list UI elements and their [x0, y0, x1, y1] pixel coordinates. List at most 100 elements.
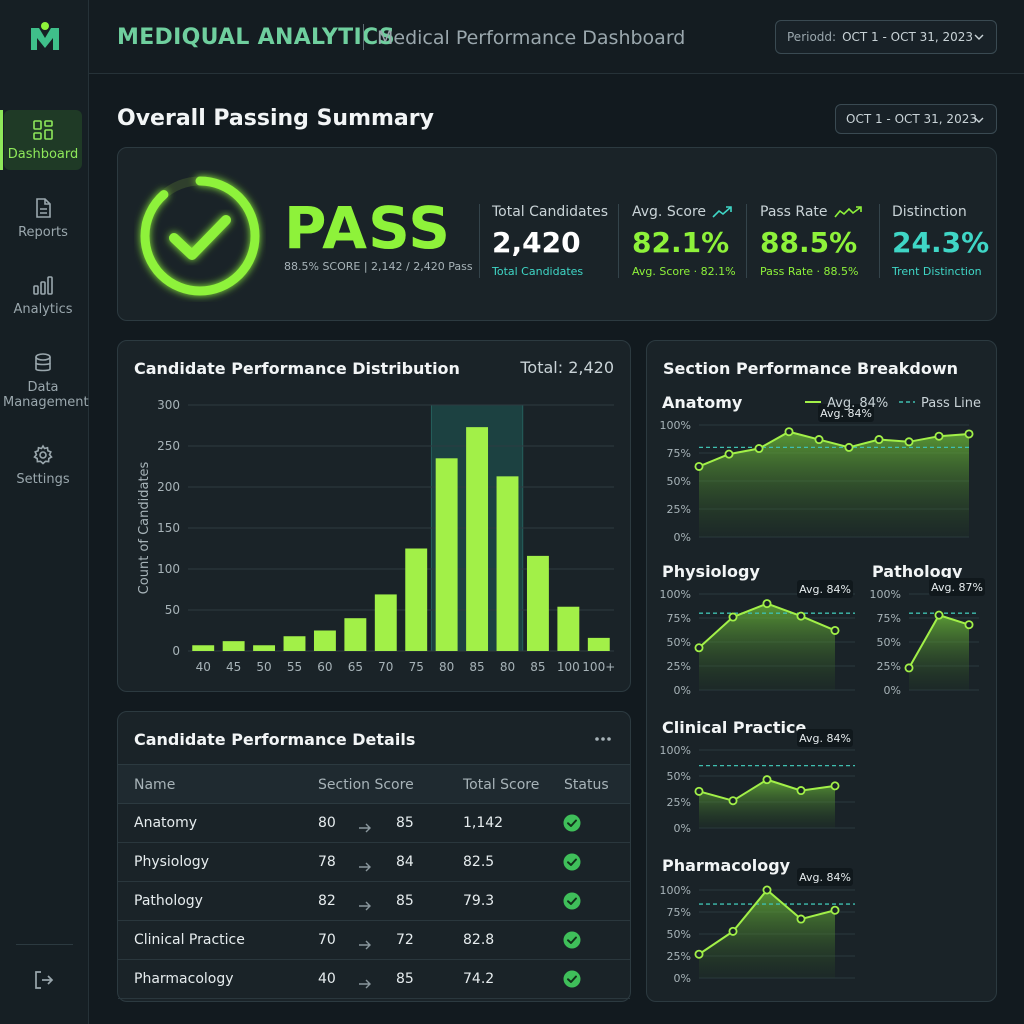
series-area	[699, 431, 969, 537]
table-row[interactable]: Pathology 82 85 79.3	[118, 882, 630, 921]
stat-foot: Total Candidates	[492, 265, 584, 278]
breakdown-charts: Anatomy 100% 75% 50% 25% 0% Avg. 84% Physiology…	[660, 393, 985, 985]
x-tick-label: 75	[409, 660, 424, 674]
row-score-to: 84	[396, 854, 414, 870]
table-row[interactable]: Physiology 78 84 82.5	[118, 843, 630, 882]
data-point	[964, 620, 974, 630]
bar	[526, 555, 549, 651]
annotation-tag	[797, 729, 853, 747]
y-tick-label: 50	[165, 603, 180, 617]
y-tick-label: 50%	[667, 475, 691, 488]
series-area	[699, 779, 835, 828]
row-score-from: 70	[318, 932, 336, 948]
table-row[interactable]: Pharmacology 40 85 74.2	[118, 960, 630, 999]
row-total-score: 1,142	[463, 815, 504, 831]
sidebar-item-analytics[interactable]: Analytics	[4, 265, 82, 325]
row-score-from: 82	[318, 893, 336, 909]
data-point	[694, 949, 704, 959]
data-point	[762, 775, 772, 785]
sidebar-item-data-management[interactable]: Data Management	[3, 348, 89, 414]
pass-ring-progress	[140, 176, 260, 296]
data-point	[694, 461, 704, 471]
section-chart-title: Anatomy	[662, 393, 743, 412]
stat-foot: Pass Rate · 88.5%	[760, 265, 859, 278]
row-score-to: 85	[396, 893, 414, 909]
legend-label: Pass Line	[921, 396, 981, 411]
date-range-select[interactable]: OCT 1 - OCT 31, 2023	[835, 104, 997, 134]
legend-label: Avg. 84%	[827, 396, 888, 411]
data-point	[728, 612, 738, 622]
table-row[interactable]: Clinical Practice 70 72 82.8	[118, 921, 630, 960]
stat-value: 24.3%	[892, 226, 990, 259]
data-point	[796, 786, 806, 796]
y-tick-label: 250	[157, 439, 180, 453]
check-icon	[563, 853, 581, 871]
y-tick-label: 75%	[667, 612, 691, 625]
x-tick-label: 100+	[582, 660, 615, 674]
bar	[313, 630, 336, 651]
header: MEDIQUAL ANALYTICS Medical Performance D…	[89, 0, 1024, 74]
sidebar-item-settings[interactable]: Settings	[4, 435, 82, 495]
y-tick-label: 200	[157, 480, 180, 494]
x-tick-label: 65	[348, 660, 363, 674]
dashboard-icon	[33, 119, 53, 140]
bar	[557, 606, 580, 651]
data-point	[728, 926, 738, 936]
sidebar-item-label: Reports	[18, 224, 68, 240]
stat-divider	[618, 204, 619, 278]
check-icon	[563, 970, 581, 988]
y-tick-label: 0%	[884, 684, 901, 697]
gear-icon	[33, 443, 53, 465]
bar	[283, 636, 306, 651]
section-chart-title: Pathology	[872, 562, 963, 581]
breakdown-card: Section Performance Breakdown Anatomy 100…	[646, 340, 997, 1002]
more-options-icon[interactable]	[594, 736, 612, 742]
column-header-section-score[interactable]: Section Score	[318, 777, 414, 793]
column-header-name[interactable]: Name	[134, 777, 176, 793]
data-point	[762, 885, 772, 895]
data-point	[694, 643, 704, 653]
y-tick-label: 25%	[667, 503, 691, 516]
bar	[192, 645, 215, 651]
table-row[interactable]: Anatomy 80 85 1,142	[118, 804, 630, 843]
section-title: Overall Passing Summary	[117, 106, 434, 131]
annotation-tag	[929, 578, 985, 596]
stat-value: 88.5%	[760, 226, 858, 259]
pass-status: PASS	[284, 194, 452, 262]
row-score-from: 78	[318, 854, 336, 870]
data-point	[934, 431, 944, 441]
arrow-right-icon	[358, 818, 372, 833]
column-header-status[interactable]: Status	[564, 777, 609, 793]
logout-icon[interactable]	[32, 968, 56, 992]
y-tick-label: 75%	[877, 612, 901, 625]
page-subtitle: Medical Performance Dashboard	[377, 27, 686, 49]
check-icon	[169, 215, 231, 260]
y-tick-label: 0%	[674, 822, 691, 835]
series-line	[698, 430, 970, 468]
stat-label: Avg. Score	[632, 204, 707, 220]
period-select[interactable]: Periodd: OCT 1 - OCT 31, 2023	[775, 20, 997, 54]
distribution-total: Total: 2,420	[520, 358, 614, 377]
bar	[435, 458, 458, 651]
sidebar-item-reports[interactable]: Reports	[4, 188, 82, 248]
logo-icon	[31, 22, 59, 50]
trend-up-icon	[712, 206, 732, 218]
y-tick-label: 100%	[660, 419, 691, 432]
y-tick-label: 0%	[674, 684, 691, 697]
column-header-total-score[interactable]: Total Score	[463, 777, 540, 793]
x-tick-label: 70	[378, 660, 393, 674]
sidebar-item-dashboard[interactable]: Dashboard	[0, 110, 82, 170]
data-point	[844, 442, 854, 452]
bar	[496, 476, 519, 651]
chevron-down-icon	[974, 117, 984, 123]
data-point	[830, 625, 840, 635]
sidebar-divider	[16, 944, 73, 945]
bar	[344, 618, 367, 651]
row-total-score: 82.8	[463, 932, 495, 948]
row-name: Pathology	[134, 893, 203, 909]
y-tick-label: 25%	[667, 796, 691, 809]
date-range-value: OCT 1 - OCT 31, 2023	[846, 112, 977, 126]
stat-label: Pass Rate	[760, 204, 828, 220]
stat-value: 2,420	[492, 226, 581, 259]
stat-divider	[746, 204, 747, 278]
